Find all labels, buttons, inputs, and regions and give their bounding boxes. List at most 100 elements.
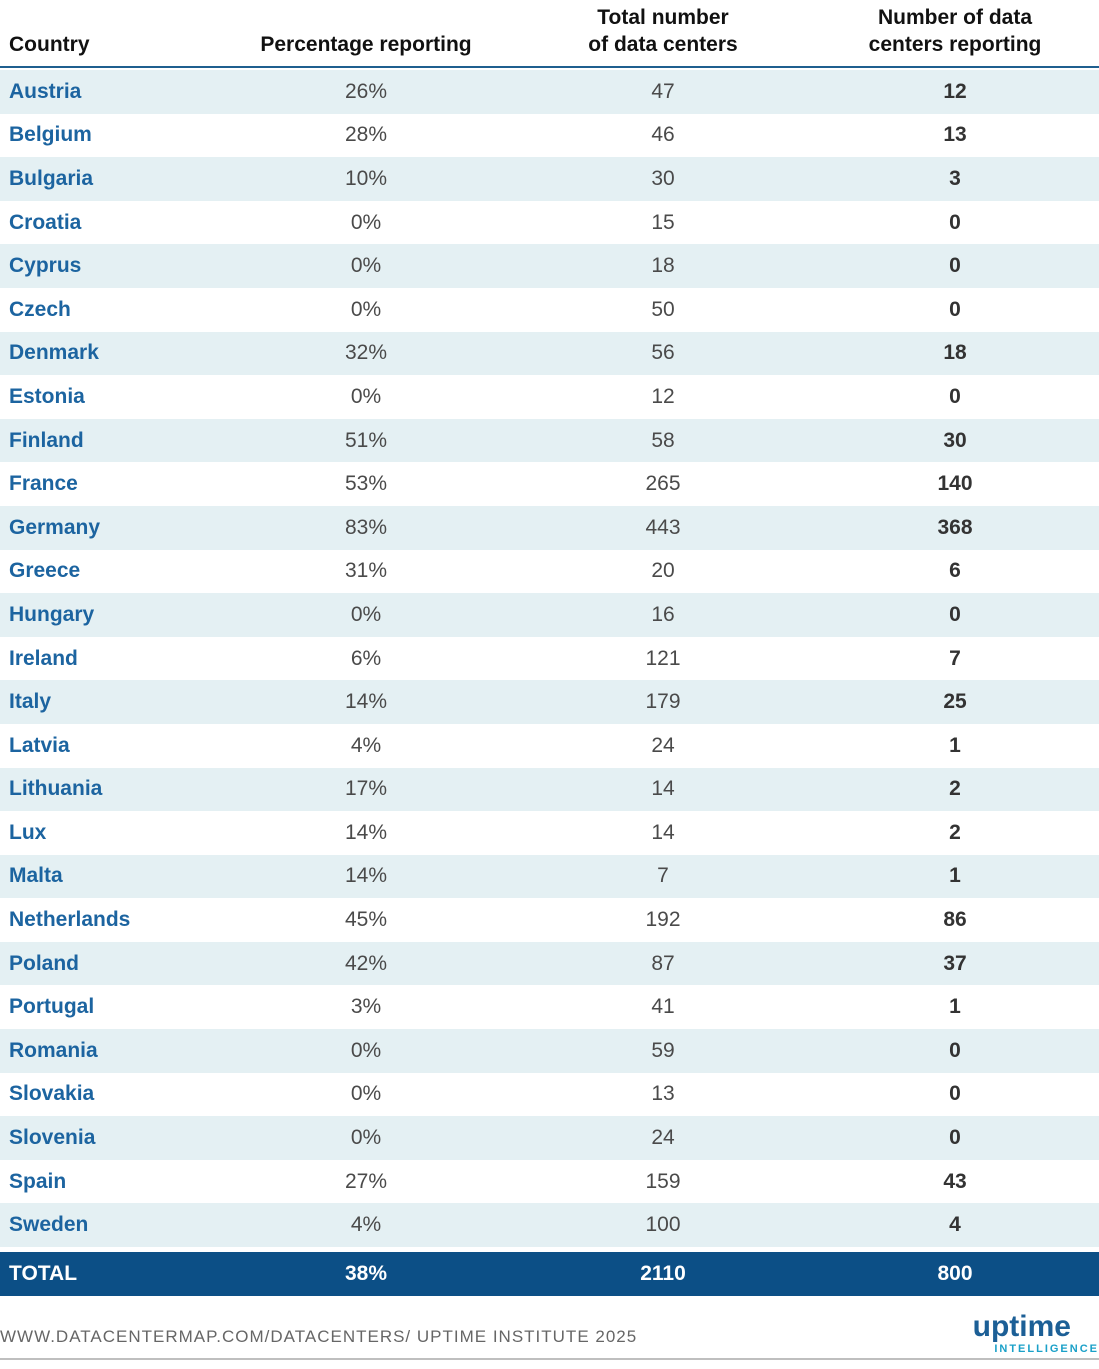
reporting-cell: 0 [949,1038,961,1062]
total-cell: 443 [645,515,681,539]
country-cell: Estonia [9,384,85,408]
country-cell: Greece [9,559,81,583]
table-row: Latvia 4% 24 1 [0,724,1099,768]
country-cell: Denmark [9,341,99,365]
table-row: Slovenia 0% 24 0 [0,1116,1099,1160]
percentage-cell: 28% [344,123,388,147]
total-cell: 13 [651,1082,675,1106]
country-cell: Lux [9,820,47,844]
percentage-cell: 53% [344,472,388,496]
percentage-cell: 14% [344,690,388,714]
reporting-cell: 0 [949,297,961,321]
country-cell: Hungary [9,602,95,626]
table-row: Bulgaria 10% 30 3 [0,157,1099,201]
percentage-cell: 10% [344,166,388,190]
reporting-cell: 30 [943,428,967,452]
source-note: WWW.DATACENTERMAP.COM/DATACENTERS/ UPTIM… [0,1327,638,1346]
total-cell: 41 [651,995,675,1019]
total-cell: 47 [651,79,675,103]
country-cell: Latvia [9,733,70,757]
total-label: TOTAL [9,1262,78,1285]
reporting-cell: 1 [949,995,961,1019]
percentage-cell: 0% [350,1126,382,1150]
percentage-cell: 42% [344,951,388,975]
table-row: Finland 51% 58 30 [0,418,1099,463]
reporting-cell: 0 [949,602,961,626]
reporting-cell: 0 [949,1126,961,1150]
country-cell: Slovakia [9,1082,95,1106]
country-cell: Cyprus [9,254,82,278]
percentage-cell: 14% [344,864,388,888]
header-centers-reporting: Number of data centers reporting [805,4,1099,58]
total-centers-reporting: 800 [937,1262,973,1285]
table-row: Lux 14% 14 2 [0,811,1099,855]
header-total-line1: Total number [597,6,729,29]
percentage-cell: 31% [344,559,388,583]
total-cell: 24 [651,1126,675,1150]
percentage-cell: 45% [344,908,388,932]
reporting-cell: 13 [943,123,967,147]
total-cell: 87 [651,951,675,975]
reporting-cell: 25 [943,690,967,714]
total-cell: 100 [645,1213,681,1237]
total-cell: 15 [651,210,675,234]
percentage-cell: 0% [350,384,382,408]
table-row: Cyprus 0% 18 0 [0,244,1099,288]
country-cell: Portugal [9,995,95,1019]
total-cell: 265 [645,472,681,496]
total-cell: 58 [651,428,675,452]
reporting-cell: 1 [949,733,961,757]
country-cell: Poland [9,951,80,975]
country-cell: Ireland [9,646,78,670]
header-total-data-centers: Total number of data centers [513,4,813,58]
bottom-divider [0,1358,1099,1360]
table-row: Portugal 3% 41 1 [0,985,1099,1029]
percentage-cell: 32% [344,341,388,365]
reporting-cell: 368 [937,515,973,539]
total-cell: 192 [645,908,681,932]
total-cell: 121 [645,646,681,670]
percentage-cell: 27% [344,1169,388,1193]
table-row: Croatia 0% 15 0 [0,201,1099,245]
table-row: Germany 83% 443 368 [0,505,1099,550]
reporting-cell: 37 [943,951,967,975]
total-cell: 179 [645,690,681,714]
table-row: Lithuania 17% 14 2 [0,767,1099,812]
total-cell: 14 [651,777,675,801]
percentage-cell: 3% [350,995,382,1019]
total-cell: 16 [651,602,675,626]
total-data-centers: 2110 [640,1262,686,1285]
table-row: Ireland 6% 121 7 [0,637,1099,681]
total-cell: 12 [651,384,675,408]
total-cell: 7 [657,864,669,888]
percentage-cell: 0% [350,254,382,278]
country-cell: Lithuania [9,777,103,801]
percentage-cell: 4% [350,733,382,757]
percentage-cell: 0% [350,1038,382,1062]
uptime-logo: uptime INTELLIGENCE [949,1312,1099,1357]
reporting-cell: 2 [949,777,961,801]
logo-subtitle: INTELLIGENCE [994,1343,1099,1355]
table-row: Hungary 0% 16 0 [0,593,1099,637]
reporting-cell: 2 [949,820,961,844]
header-country: Country [9,33,90,56]
total-cell: 18 [651,254,675,278]
percentage-cell: 0% [350,210,382,234]
reporting-cell: 4 [949,1213,961,1237]
percentage-cell: 0% [350,297,382,321]
country-cell: Bulgaria [9,166,94,190]
header-total-line2: of data centers [588,33,738,56]
table-row: Malta 14% 7 1 [0,854,1099,899]
country-cell: Sweden [9,1213,89,1237]
total-cell: 20 [651,559,675,583]
table-row: Denmark 32% 56 18 [0,331,1099,376]
reporting-cell: 1 [949,864,961,888]
table-row: Estonia 0% 12 0 [0,375,1099,419]
country-cell: Slovenia [9,1126,96,1150]
total-cell: 14 [651,820,675,844]
percentage-cell: 51% [344,428,388,452]
total-row: TOTAL 38% 2110 800 [0,1252,1099,1296]
total-cell: 56 [651,341,675,365]
percentage-cell: 17% [344,777,388,801]
header-percentage-reporting: Percentage reporting [260,33,472,56]
